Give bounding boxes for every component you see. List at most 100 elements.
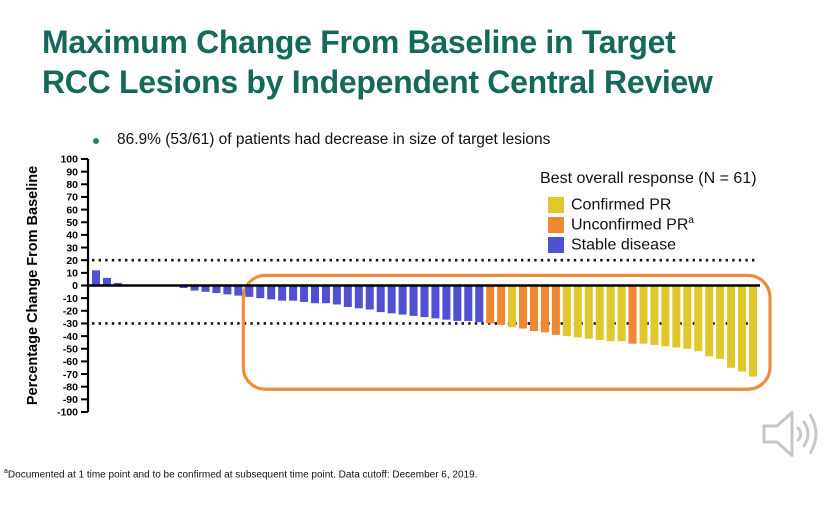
y-tick-label: 60 xyxy=(66,204,78,216)
bar xyxy=(398,285,407,315)
bar xyxy=(628,285,637,344)
y-tick-label: 30 xyxy=(66,242,78,254)
stable-disease-swatch-icon xyxy=(548,237,564,253)
y-tick-label: 20 xyxy=(66,255,78,267)
bullet-text: 86.9% (53/61) of patients had decrease i… xyxy=(117,131,551,148)
bar xyxy=(300,285,309,302)
bar xyxy=(267,285,276,300)
y-tick-label: -90 xyxy=(63,394,78,406)
bar xyxy=(256,285,265,299)
bar xyxy=(278,285,287,301)
bar xyxy=(343,285,352,308)
bar xyxy=(606,285,615,342)
bar xyxy=(179,285,188,289)
bar xyxy=(508,285,517,328)
y-tick-label: 0 xyxy=(72,280,78,292)
bar xyxy=(321,285,330,304)
legend-label: Confirmed PR xyxy=(571,196,672,214)
bar xyxy=(365,285,374,310)
y-tick-label: 40 xyxy=(66,230,78,242)
audio-icon[interactable] xyxy=(752,404,828,464)
y-tick-label: -20 xyxy=(63,306,78,318)
bar xyxy=(102,277,111,286)
bar xyxy=(311,285,319,304)
bar xyxy=(442,285,451,320)
y-tick-label: -70 xyxy=(63,369,78,381)
speaker-cone xyxy=(762,411,794,457)
legend-item-stable-disease: Stable disease xyxy=(548,235,757,255)
bar xyxy=(519,285,528,329)
bar xyxy=(562,285,571,337)
y-tick-label: -30 xyxy=(63,318,78,330)
bar xyxy=(201,285,210,292)
bar xyxy=(387,285,396,314)
legend-item-unconfirmed-pr: Unconfirmed PRa xyxy=(548,215,757,235)
page-title: Maximum Change From Baseline in Target R… xyxy=(42,24,713,100)
y-axis-title: Percentage Change From Baseline xyxy=(25,166,41,405)
y-tick-label: 70 xyxy=(66,192,78,204)
y-tick-label: 50 xyxy=(66,217,78,229)
bar xyxy=(234,285,243,296)
legend-title: Best overall response (N = 61) xyxy=(540,170,757,187)
bar xyxy=(497,285,506,325)
bar xyxy=(661,285,670,347)
bar xyxy=(113,282,122,286)
y-tick-label: 80 xyxy=(66,179,78,191)
bar xyxy=(190,285,199,291)
bar xyxy=(738,285,747,372)
bar xyxy=(212,285,221,294)
bar xyxy=(332,285,341,305)
bullet-icon xyxy=(93,138,99,144)
bar xyxy=(289,285,298,301)
bar xyxy=(639,285,648,344)
bar xyxy=(420,285,429,318)
y-tick-label: 100 xyxy=(60,154,78,166)
bar xyxy=(683,285,692,349)
sound-wave-large xyxy=(809,414,818,454)
y-tick-label: -50 xyxy=(63,343,78,355)
sound-wave-small xyxy=(796,426,803,442)
y-tick-label: 10 xyxy=(66,268,78,280)
bar xyxy=(573,285,582,338)
bar xyxy=(453,285,462,321)
y-tick-label: -100 xyxy=(57,407,78,419)
legend-label: Unconfirmed PRa xyxy=(571,215,694,234)
bar xyxy=(475,285,484,323)
waterfall-chart: 1009080706050403020100-10-20-30-40-50-60… xyxy=(25,154,772,419)
bar xyxy=(749,285,757,377)
bullet-row: 86.9% (53/61) of patients had decrease i… xyxy=(93,131,733,149)
legend: Best overall response (N = 61) Confirmed… xyxy=(540,170,757,255)
bar xyxy=(486,285,495,324)
y-tick-label: -80 xyxy=(63,381,78,393)
bar xyxy=(530,285,538,332)
bar xyxy=(354,285,363,309)
bar xyxy=(431,285,440,319)
bar xyxy=(584,285,593,339)
footnote: aDocumented at 1 time point and to be co… xyxy=(4,468,478,481)
y-tick-label: -40 xyxy=(63,331,78,343)
bar xyxy=(376,285,385,313)
bar xyxy=(716,285,725,359)
bar xyxy=(705,285,714,357)
bar xyxy=(551,285,560,335)
bar xyxy=(672,285,681,348)
bar xyxy=(92,270,100,286)
sound-wave-medium xyxy=(802,420,810,448)
bar xyxy=(617,285,626,342)
highlight-box xyxy=(241,273,772,391)
unconfirmed-pr-swatch-icon xyxy=(548,217,564,233)
bar xyxy=(245,285,254,297)
y-tick-label: -60 xyxy=(63,356,78,368)
bar xyxy=(409,285,418,316)
bar xyxy=(540,285,549,333)
y-tick-label: -10 xyxy=(63,293,78,305)
bar xyxy=(694,285,703,352)
legend-item-confirmed-pr: Confirmed PR xyxy=(548,195,757,215)
y-tick-label: 90 xyxy=(66,166,78,178)
bar xyxy=(595,285,604,340)
confirmed-pr-swatch-icon xyxy=(548,197,564,213)
bar xyxy=(650,285,659,345)
bar xyxy=(727,285,736,368)
legend-label: Stable disease xyxy=(571,236,676,254)
